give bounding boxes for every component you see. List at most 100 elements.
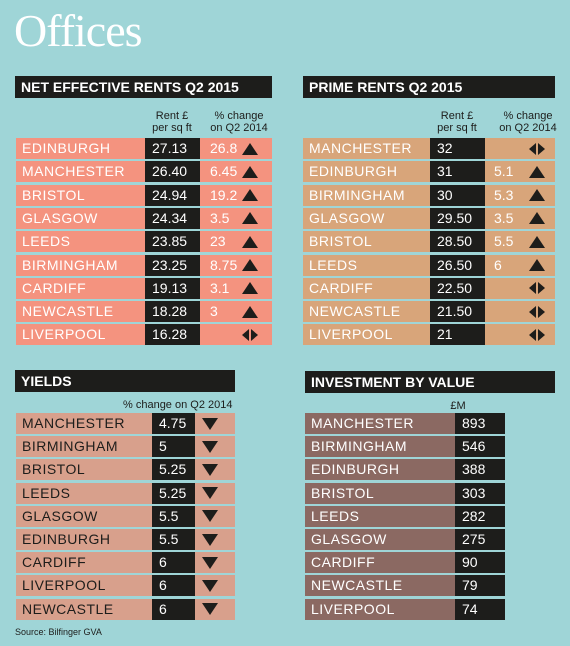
column-header: % change <box>214 110 264 122</box>
value-cell: 546 <box>455 436 505 458</box>
source-note: Source: Bilfinger GVA <box>15 627 102 637</box>
trend-arrow <box>202 440 218 453</box>
row-band: LIVERPOOL <box>16 324 272 346</box>
trend-arrow <box>529 212 545 225</box>
change-cell: 3.1 <box>210 279 230 296</box>
column-header: Rent £ <box>155 110 189 122</box>
value-cell: 24.94 <box>145 184 200 206</box>
row-band: NEWCASTLE <box>16 301 272 323</box>
trend-arrow <box>529 189 545 202</box>
trend-arrow <box>202 510 218 523</box>
trend-arrow <box>529 235 545 248</box>
value-cell: 5.5 <box>152 505 195 527</box>
row-band: LEEDS <box>303 254 555 276</box>
value-cell: 282 <box>455 505 505 527</box>
trend-arrow <box>202 487 218 500</box>
value-cell: 5.25 <box>152 459 195 481</box>
value-cell: 23.25 <box>145 254 200 276</box>
row-band: BIRMINGHAM <box>303 184 555 206</box>
trend-arrow <box>242 328 258 341</box>
row-band: BRISTOL <box>303 231 555 253</box>
value-cell: 22.50 <box>430 277 485 299</box>
trend-arrow <box>529 259 545 271</box>
row-band: CARDIFF <box>303 277 555 299</box>
section-header: INVESTMENT BY VALUE <box>305 371 555 393</box>
value-cell: 5 <box>152 436 195 458</box>
trend-arrow <box>242 235 258 248</box>
change-cell: 6 <box>494 256 502 273</box>
value-cell: 23.85 <box>145 231 200 253</box>
row-band: GLASGOW <box>303 207 555 229</box>
change-cell: 3.5 <box>494 209 514 226</box>
section-header: NET EFFECTIVE RENTS Q2 2015 <box>15 76 272 98</box>
change-cell: 26.8 <box>210 140 238 156</box>
value-cell: 28.50 <box>430 231 485 253</box>
change-cell: 3 <box>210 303 218 320</box>
trend-arrow <box>529 142 545 155</box>
change-cell: 5.1 <box>494 163 514 180</box>
row-band: GLASGOW <box>16 207 272 229</box>
value-cell: 6 <box>152 575 195 597</box>
value-cell: 29.50 <box>430 207 485 229</box>
change-cell: 5.3 <box>494 186 514 203</box>
change-cell: 8.75 <box>210 256 238 273</box>
trend-arrow <box>529 282 545 295</box>
value-cell: 79 <box>455 575 505 597</box>
value-cell: 26.50 <box>430 254 485 276</box>
trend-arrow <box>242 165 258 178</box>
value-cell: 21 <box>430 324 485 346</box>
trend-arrow <box>202 579 218 592</box>
change-cell: 19.2 <box>210 186 238 203</box>
section-header: PRIME RENTS Q2 2015 <box>303 76 555 98</box>
value-cell: 6 <box>152 552 195 574</box>
column-header: % change <box>503 110 553 122</box>
trend-arrow <box>202 417 218 430</box>
value-cell: 90 <box>455 552 505 574</box>
trend-arrow <box>242 259 258 271</box>
trend-arrow <box>529 305 545 318</box>
trend-arrow <box>202 603 218 616</box>
change-cell: 6.45 <box>210 163 238 180</box>
row-band: BRISTOL <box>16 184 272 206</box>
change-cell: 3.5 <box>210 209 230 226</box>
column-header: % change on Q2 2014 <box>123 399 233 411</box>
column-header: on Q2 2014 <box>210 122 268 134</box>
row-band: BIRMINGHAM <box>16 254 272 276</box>
page-title: Offices <box>14 5 143 56</box>
value-cell: 19.13 <box>145 277 200 299</box>
column-header: per sq ft <box>152 122 192 134</box>
trend-arrow <box>202 533 218 546</box>
row-band: MANCHESTER <box>303 138 555 159</box>
value-cell: 26.40 <box>145 161 200 183</box>
value-cell: 4.75 <box>152 413 195 434</box>
section-header: YIELDS <box>15 370 235 392</box>
row-band: EDINBURGH <box>303 161 555 183</box>
value-cell: 32 <box>430 138 485 159</box>
value-cell: 18.28 <box>145 301 200 323</box>
value-cell: 275 <box>455 529 505 550</box>
trend-arrow <box>242 189 258 202</box>
value-cell: 74 <box>455 598 505 620</box>
value-cell: 16.28 <box>145 324 200 346</box>
change-cell: 23 <box>210 233 226 250</box>
row-band: EDINBURGH <box>16 138 272 159</box>
column-header: per sq ft <box>437 122 477 134</box>
value-cell: 24.34 <box>145 207 200 229</box>
change-cell: 5.5 <box>494 233 514 250</box>
trend-arrow <box>529 328 545 341</box>
row-band: CARDIFF <box>16 277 272 299</box>
value-cell: 893 <box>455 413 505 434</box>
trend-arrow <box>242 142 258 155</box>
row-band: LEEDS <box>16 231 272 253</box>
trend-arrow <box>242 212 258 225</box>
row-band: NEWCASTLE <box>303 301 555 323</box>
value-cell: 31 <box>430 161 485 183</box>
column-header: on Q2 2014 <box>499 122 557 134</box>
trend-arrow <box>242 305 258 318</box>
column-header: £M <box>450 400 466 412</box>
trend-arrow <box>242 282 258 295</box>
trend-arrow <box>202 556 218 569</box>
value-cell: 5.25 <box>152 482 195 504</box>
trend-arrow <box>202 463 218 476</box>
